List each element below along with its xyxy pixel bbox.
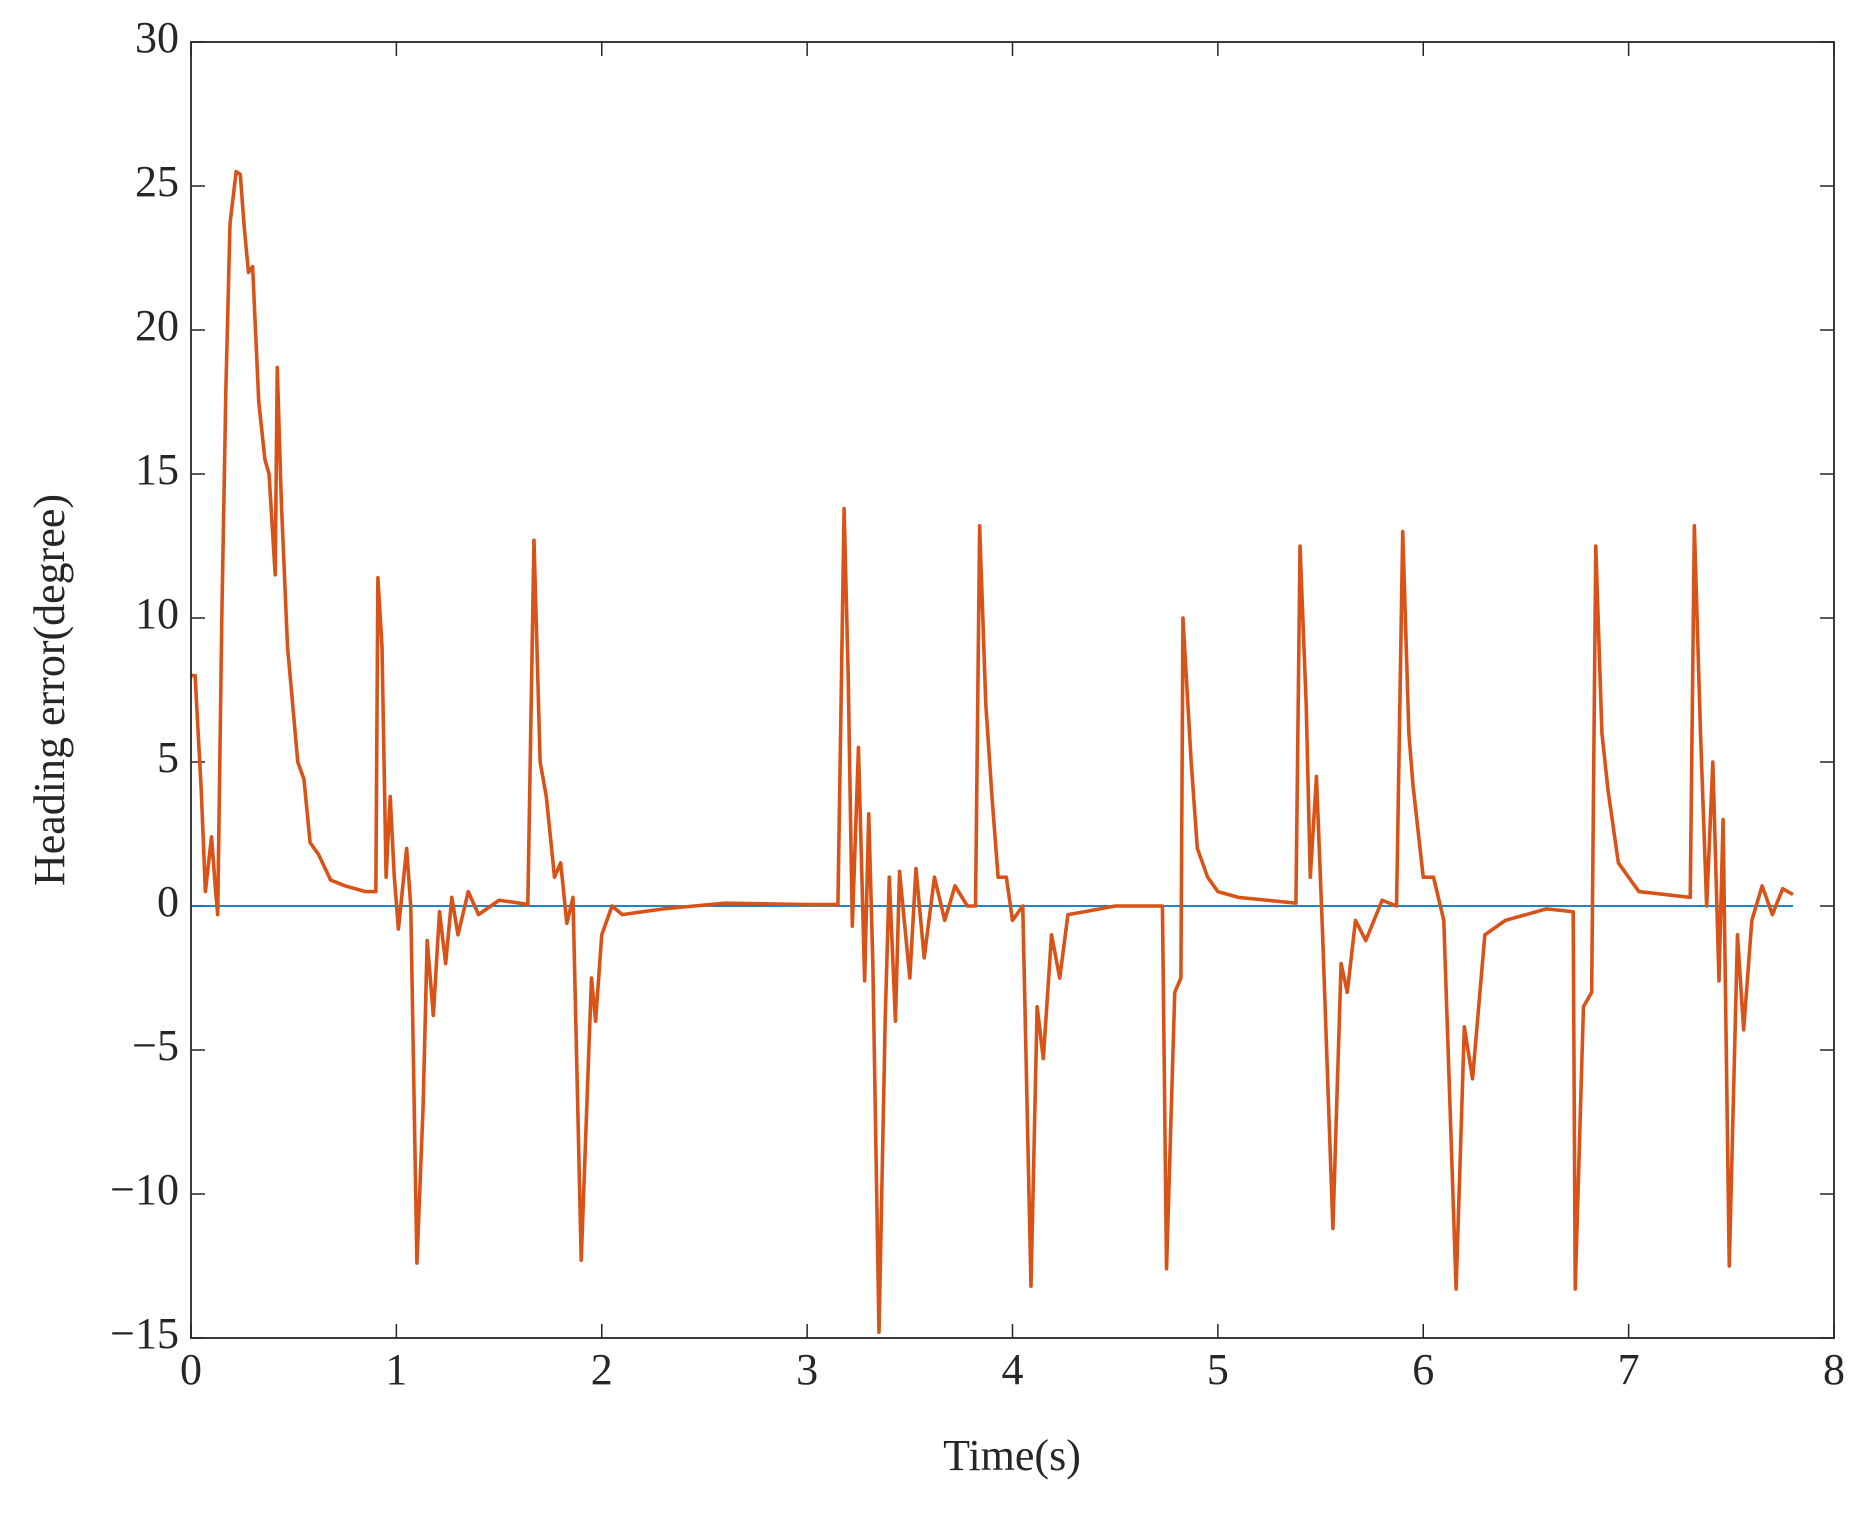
x-tick-label: 2	[591, 1345, 613, 1394]
plot-frame	[190, 41, 1835, 1339]
x-tick-label: 8	[1823, 1345, 1845, 1394]
x-axis-label: Time(s)	[943, 1431, 1081, 1480]
y-tick-label: 5	[157, 733, 179, 782]
x-tick-label: 5	[1207, 1345, 1229, 1394]
y-axis-label: Heading error(degree)	[25, 494, 74, 886]
y-tick-label: 10	[135, 589, 179, 638]
data-line	[191, 169, 1794, 1335]
y-tick-label: −5	[132, 1021, 179, 1070]
y-tick-label: 15	[135, 445, 179, 494]
x-tick-label: 0	[180, 1345, 202, 1394]
y-tick-label: 30	[135, 13, 179, 62]
x-tick-label: 3	[796, 1345, 818, 1394]
x-tick-label: 6	[1412, 1345, 1434, 1394]
x-tick-label: 7	[1618, 1345, 1640, 1394]
y-tick-label: 0	[157, 877, 179, 926]
y-tick-label: 20	[135, 301, 179, 350]
y-tick-label: 25	[135, 157, 179, 206]
x-tick-label: 4	[1002, 1345, 1024, 1394]
y-tick-label: −10	[110, 1165, 179, 1214]
x-tick-label: 1	[385, 1345, 407, 1394]
y-tick-label: −15	[110, 1309, 179, 1358]
